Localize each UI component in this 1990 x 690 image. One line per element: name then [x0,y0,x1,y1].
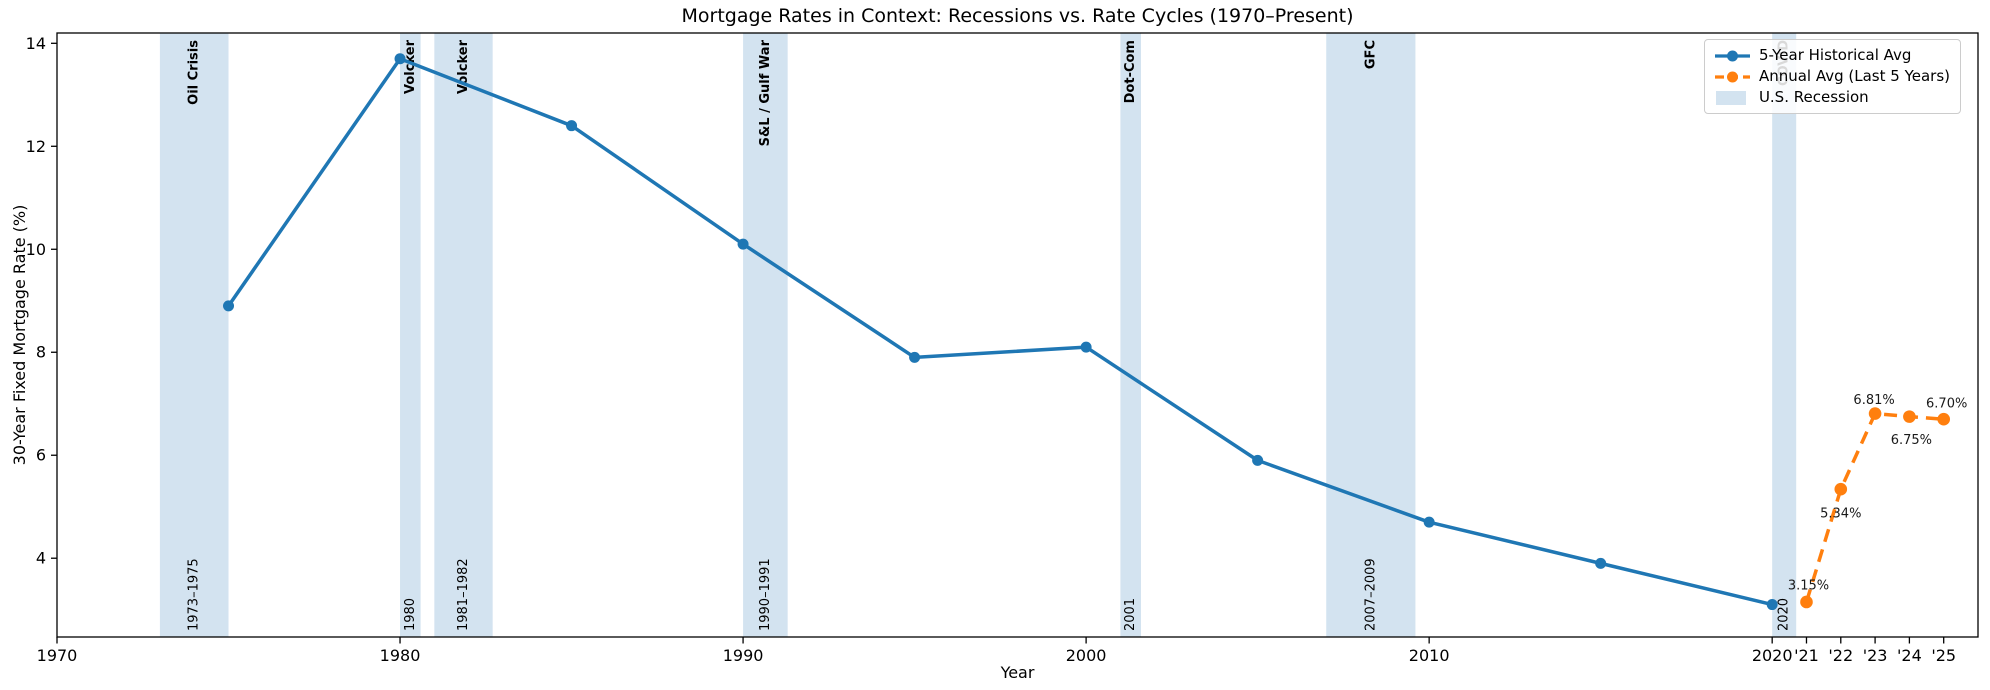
legend-line-icon [1714,71,1750,82]
x-tick-label: '24 [1897,646,1922,665]
data-point [223,300,235,312]
data-point [1423,516,1435,528]
recession-band [743,33,788,637]
data-point [394,53,406,65]
y-tick-label: 12 [26,137,46,156]
data-point [1937,412,1950,426]
legend-patch-icon [1715,90,1746,105]
recession-label-top: Oil Crisis [187,40,202,105]
recession-band [1326,33,1416,637]
data-point-label: 5.34% [1820,507,1861,522]
legend-item-label: U.S. Recession [1758,88,1869,106]
data-point [1595,557,1607,569]
y-axis-label: 30-Year Fixed Mortgage Rate (%) [10,204,29,466]
y-tick-label: 6 [36,446,46,465]
data-point [737,238,749,250]
recession-label-range: 2020 [1777,598,1792,631]
x-tick-label: '25 [1931,646,1956,665]
legend-item-label: 5-Year Historical Avg [1758,46,1912,64]
data-point [1252,454,1264,466]
x-tick-label: 1970 [37,646,78,665]
recession-band [1120,33,1141,637]
x-tick-label: '23 [1863,646,1888,665]
data-point [1766,599,1778,611]
y-tick-label: 14 [26,34,46,53]
x-tick-label: 2020 [1752,646,1793,665]
recession-label-top: S&L / Gulf War [758,39,773,146]
x-tick-label: 2000 [1066,646,1107,665]
recession-label-top: Dot-Com [1123,40,1138,103]
recession-label-range: 1973–1975 [187,558,202,631]
y-tick-label: 4 [36,549,46,568]
data-point-label: 3.15% [1788,578,1829,593]
recession-band [159,33,229,637]
data-point [1834,482,1848,496]
recession-label-range: 2001 [1123,598,1138,631]
data-point [566,120,578,132]
x-tick-label: 1980 [380,646,421,665]
data-point [909,351,921,363]
data-point [1868,407,1882,420]
data-point-label: 6.70% [1926,397,1967,412]
legend-item: Annual Avg (Last 5 Years) [1714,68,1950,85]
recession-label-top: GFC [1363,40,1378,69]
recession-band [1772,33,1797,637]
legend-item: 5-Year Historical Avg [1714,47,1950,64]
y-tick-label: 8 [36,343,46,362]
legend-line-icon [1714,50,1750,61]
y-tick-label: 10 [26,240,46,259]
recession-label-range: 1981–1982 [456,558,471,631]
legend-item: U.S. Recession [1714,89,1950,106]
x-tick-label: 2010 [1409,646,1450,665]
recession-band [400,33,421,637]
data-point [1080,341,1092,353]
x-axis-label: Year [1000,663,1035,682]
recession-band [434,33,493,637]
chart-title: Mortgage Rates in Context: Recessions vs… [681,5,1354,27]
recession-label-top: Volcker [403,39,418,94]
recession-label-range: 1990–1991 [758,558,773,631]
x-tick-label: '21 [1794,646,1819,665]
data-point-label: 6.75% [1891,433,1932,448]
recession-label-range: 2007–2009 [1363,558,1378,631]
recession-label-range: 1980 [403,598,418,631]
chart-legend: 5-Year Historical Avg Annual Avg (Last 5 … [1703,39,1961,114]
x-tick-label: '22 [1828,646,1853,665]
plot-border [56,32,1979,638]
data-point [1800,595,1813,609]
x-tick-label: 1990 [723,646,764,665]
series-line-historical [227,56,1773,607]
data-point [1903,410,1916,423]
legend-item-label: Annual Avg (Last 5 Years) [1758,67,1950,85]
data-point-label: 6.81% [1853,393,1894,408]
